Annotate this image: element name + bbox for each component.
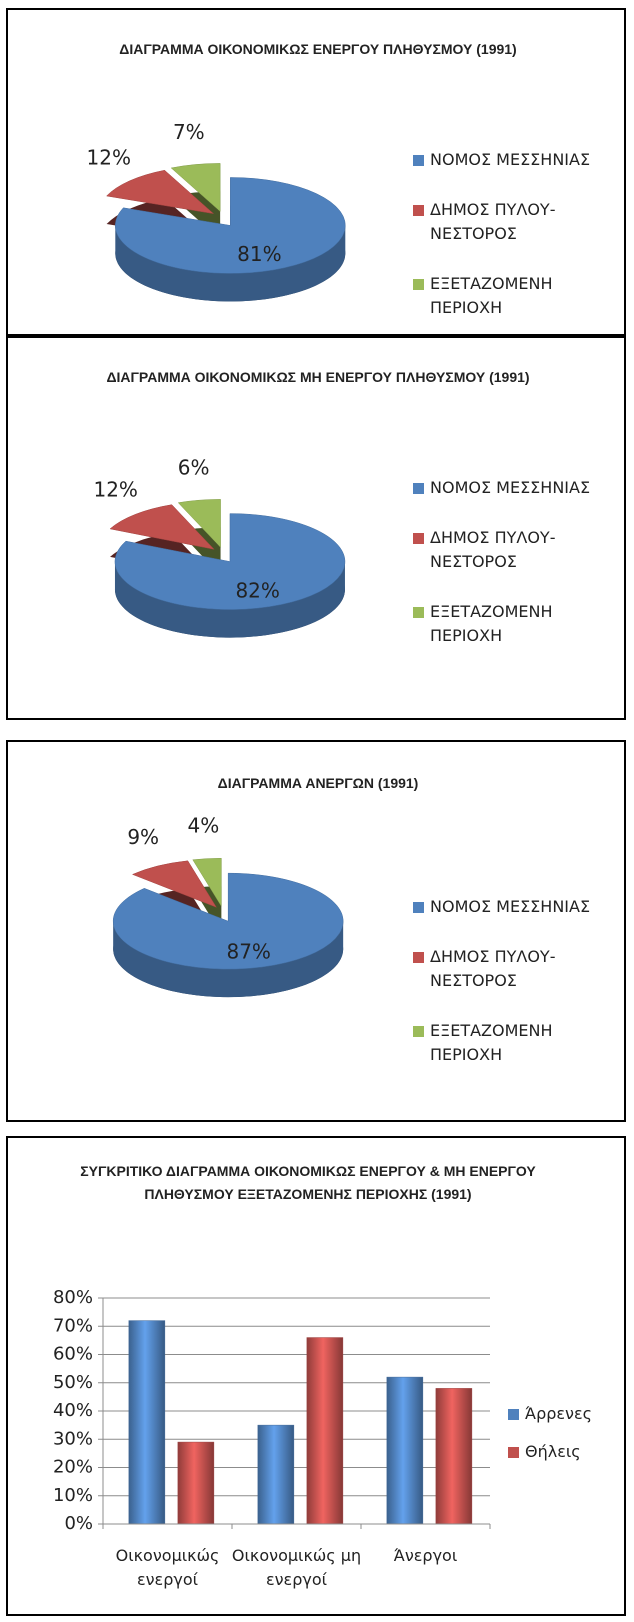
y-tick-label: 60% (53, 1344, 93, 1365)
slice-side (113, 921, 344, 998)
data-label: 12% (93, 477, 137, 501)
slice-side (115, 225, 346, 302)
data-label: 12% (87, 145, 131, 169)
chart-title: ΔΙΑΓΡΑΜΜΑ ΟΙΚΟΝΟΜΙΚΩΣ ΜΗ ΕΝΕΡΓΟΥ ΠΛΗΘΥΣΜ… (106, 369, 530, 385)
legend-label: ΝΟΜΟΣ ΜΕΣΣΗΝΙΑΣ (430, 478, 591, 497)
bar (435, 1388, 473, 1525)
legend-label: Άρρενες (525, 1404, 593, 1423)
chart: 0% 10% 20% 30% 40% 50% 60% 70% 80% Οικονομικώς εν… (53, 1287, 491, 1589)
data-label: 4% (187, 813, 219, 837)
slice-side (114, 561, 345, 638)
legend: ΝΟΜΟΣ ΜΕΣΣΗΝΙΑΣ ΔΗΜΟΣ ΠΥΛΟΥ-ΝΕΣΤΟΡΟΣ ΕΞΕΤΑ… (413, 148, 598, 320)
data-label: 81% (237, 242, 281, 266)
legend: ΝΟΜΟΣ ΜΕΣΣΗΝΙΑΣ ΔΗΜΟΣ ΠΥΛΟΥ-ΝΕΣΤΟΡΟΣ ΕΞΕΤΑ… (413, 476, 598, 648)
legend-swatch (413, 279, 424, 290)
legend-swatch (508, 1409, 519, 1420)
chart-panel: 82% 12% 6% ΔΙΑΓΡΑΜΜΑ ΟΙΚΟΝΟΜΙΚΩΣ ΜΗ ΕΝΕΡΓΟΥ… (6, 336, 626, 720)
x-label-box: Άνεργοι (393, 1546, 458, 1565)
legend-label: ΕΞΕΤΑΖΟΜΕΝΗ ΠΕΡΙΟΧΗ (430, 602, 553, 645)
chart-title: ΔΙΑΓΡΑΜΜΑ ΟΙΚΟΝΟΜΙΚΩΣ ΕΝΕΡΓΟΥ ΠΛΗΘΥΣΜΟΥ … (119, 41, 517, 57)
bar (386, 1376, 424, 1525)
legend-label: ΔΗΜΟΣ ΠΥΛΟΥ-ΝΕΣΤΟΡΟΣ (430, 200, 556, 243)
x-tick-label: Οικονομικώς ενεργοί (115, 1546, 220, 1589)
legend: ΝΟΜΟΣ ΜΕΣΣΗΝΙΑΣ ΔΗΜΟΣ ΠΥΛΟΥ-ΝΕΣΤΟΡΟΣ ΕΞΕΤΑ… (413, 895, 598, 1067)
legend: Άρρενες Θήλεις (508, 1402, 592, 1464)
pie-slice (177, 499, 221, 548)
y-tick-label: 0% (64, 1513, 93, 1534)
chart: 81% 12% 7% (87, 120, 346, 302)
legend-item: ΝΟΜΟΣ ΜΕΣΣΗΝΙΑΣ (413, 895, 598, 919)
legend-label: ΔΗΜΟΣ ΠΥΛΟΥ-ΝΕΣΤΟΡΟΣ (430, 528, 556, 571)
legend-item: ΕΞΕΤΑΖΟΜΕΝΗ ΠΕΡΙΟΧΗ (413, 272, 598, 320)
legend-item: ΔΗΜΟΣ ΠΥΛΟΥ-ΝΕΣΤΟΡΟΣ (413, 945, 598, 993)
y-tick-label: 80% (53, 1287, 93, 1308)
legend-label: ΔΗΜΟΣ ΠΥΛΟΥ-ΝΕΣΤΟΡΟΣ (430, 947, 556, 990)
chart: 87% 9% 4% (112, 813, 344, 998)
data-label: 6% (178, 455, 210, 479)
legend-label: ΕΞΕΤΑΖΟΜΕΝΗ ΠΕΡΙΟΧΗ (430, 1021, 553, 1064)
legend-label: ΕΞΕΤΑΖΟΜΕΝΗ ΠΕΡΙΟΧΗ (430, 274, 553, 317)
legend-swatch (413, 607, 424, 618)
pie-slice (192, 858, 222, 908)
chart-panel: 81% 12% 7% ΔΙΑΓΡΑΜΜΑ ΟΙΚΟΝΟΜΙΚΩΣ ΕΝΕΡΓΟΥ ΠΛ… (6, 8, 626, 336)
data-label: 82% (235, 578, 279, 602)
y-tick-label: 10% (53, 1485, 93, 1506)
y-tick-label: 20% (53, 1457, 93, 1478)
legend-swatch (413, 483, 424, 494)
legend-item: ΝΟΜΟΣ ΜΕΣΣΗΝΙΑΣ (413, 148, 598, 172)
x-label-box: Οικονομικώς μη ενεργοί (231, 1546, 362, 1589)
chart-panel: 87% 9% 4% ΔΙΑΓΡΑΜΜΑ ΑΝΕΡΓΩΝ (1991) ΝΟΜΟΣ ΜΕΣ… (6, 740, 626, 1122)
y-tick-label: 40% (53, 1400, 93, 1421)
bar (177, 1441, 215, 1525)
y-tick-label: 70% (53, 1315, 93, 1336)
legend-swatch (413, 1026, 424, 1037)
chart-title: ΔΙΑΓΡΑΜΜΑ ΑΝΕΡΓΩΝ (1991) (217, 775, 419, 791)
legend-swatch (413, 533, 424, 544)
pie-slice (106, 169, 215, 215)
legend-swatch (413, 155, 424, 166)
legend-swatch (508, 1447, 519, 1458)
legend-item: ΔΗΜΟΣ ΠΥΛΟΥ-ΝΕΣΤΟΡΟΣ (413, 526, 598, 574)
chart-title: ΣΥΓΚΡΙΤΙΚΟ ΔΙΑΓΡΑΜΜΑ ΟΙΚΟΝΟΜΙΚΩΣ ΕΝΕΡΓΟΥ… (80, 1163, 536, 1202)
legend-item: Θήλεις (508, 1440, 592, 1464)
chart-panel: 0% 10% 20% 30% 40% 50% 60% 70% 80% Οικονομικώς εν… (6, 1136, 626, 1616)
pie-slice (109, 504, 215, 550)
pie-slice (115, 177, 346, 274)
legend-swatch (413, 205, 424, 216)
bar (257, 1424, 295, 1525)
legend-label: ΝΟΜΟΣ ΜΕΣΣΗΝΙΑΣ (430, 150, 591, 169)
legend-item: ΝΟΜΟΣ ΜΕΣΣΗΝΙΑΣ (413, 476, 598, 500)
legend-item: Άρρενες (508, 1402, 592, 1426)
pie-slice (112, 872, 344, 970)
x-tick-label: Άνεργοι (393, 1546, 458, 1565)
x-tick-label: Οικονομικώς μη ενεργοί (231, 1546, 362, 1589)
data-label: 9% (127, 825, 159, 849)
x-label-box: Οικονομικώς ενεργοί (115, 1546, 220, 1589)
pie-slice (114, 513, 346, 610)
legend-item: ΕΞΕΤΑΖΟΜΕΝΗ ΠΕΡΙΟΧΗ (413, 1019, 598, 1067)
bar (306, 1337, 344, 1525)
legend-swatch (413, 952, 424, 963)
legend-item: ΕΞΕΤΑΖΟΜΕΝΗ ΠΕΡΙΟΧΗ (413, 600, 598, 648)
data-label: 87% (226, 939, 270, 963)
pie-slice (170, 163, 221, 212)
y-tick-label: 50% (53, 1372, 93, 1393)
legend-label: ΝΟΜΟΣ ΜΕΣΣΗΝΙΑΣ (430, 897, 591, 916)
legend-item: ΔΗΜΟΣ ΠΥΛΟΥ-ΝΕΣΤΟΡΟΣ (413, 198, 598, 246)
y-tick-label: 30% (53, 1428, 93, 1449)
bar (128, 1320, 166, 1525)
legend-swatch (413, 902, 424, 913)
legend-label: Θήλεις (525, 1442, 581, 1461)
data-label: 7% (173, 120, 205, 144)
chart: 82% 12% 6% (93, 455, 346, 638)
pie-slice (131, 860, 217, 908)
